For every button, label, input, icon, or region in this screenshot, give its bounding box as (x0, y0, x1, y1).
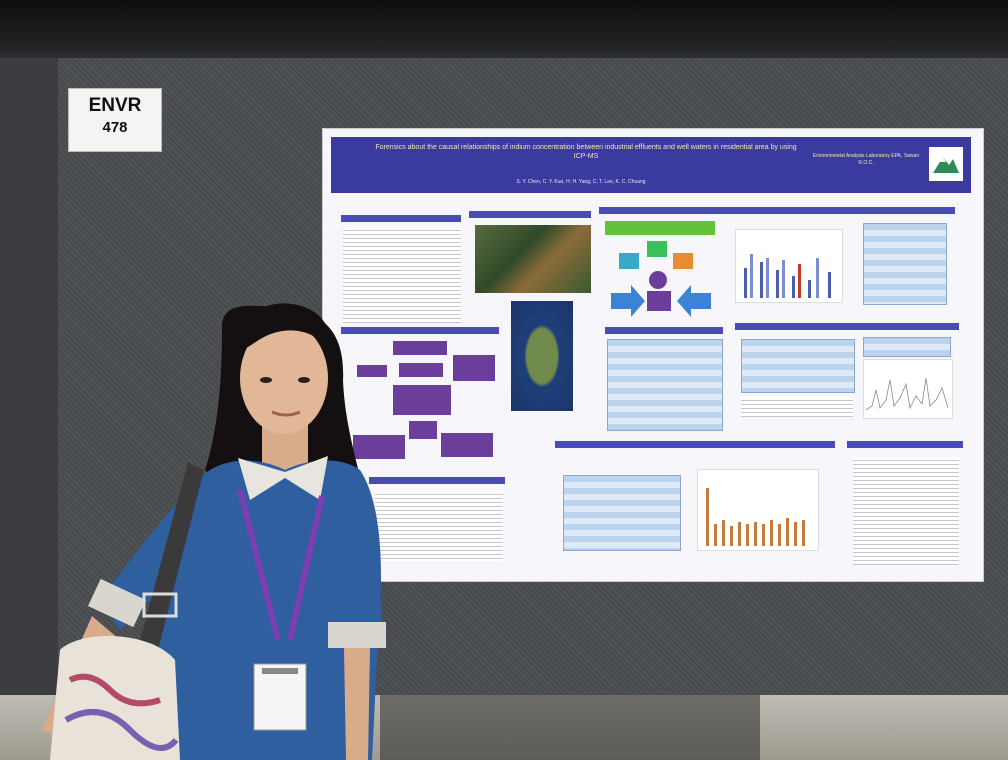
intro-text-block (343, 227, 461, 323)
diagram-node-top (647, 241, 667, 257)
taiwan-satellite-photo (511, 301, 573, 411)
data-table-3 (741, 339, 855, 393)
flow-box-7 (353, 435, 405, 459)
section-header-site (469, 211, 591, 218)
site-map-photo (475, 225, 591, 293)
booth-sign-line2: 478 (102, 119, 128, 136)
flow-title-box (605, 221, 715, 235)
section-header-methods (341, 327, 499, 334)
diagram-node-right (673, 253, 693, 269)
table3-notes (741, 397, 853, 417)
lab-logo-icon (929, 147, 963, 181)
floor-shadow (380, 695, 760, 760)
data-table-4 (863, 337, 951, 357)
flow-box-5 (393, 385, 451, 415)
poster-title: Forensics about the causal relationships… (375, 144, 797, 160)
poster-header: Forensics about the causal relationships… (331, 137, 971, 193)
flow-box-2 (357, 365, 387, 377)
poster-affiliation: Environmental Analysis Laboratory EPA, T… (812, 153, 920, 166)
section-header-results (369, 477, 505, 484)
flow-box-4 (453, 355, 495, 381)
ceiling (0, 0, 1008, 60)
conclusion-text-block (853, 457, 959, 565)
research-poster: Forensics about the causal relationships… (322, 128, 984, 582)
data-table-1 (863, 223, 947, 305)
diagram-center-node (649, 271, 667, 289)
board-frame (0, 52, 1008, 62)
results-text-block (375, 491, 503, 561)
flow-box-6 (409, 421, 437, 439)
flow-box-3 (399, 363, 443, 377)
diagram-node-left (619, 253, 639, 269)
section-header-comparison (555, 441, 835, 448)
bar-chart-comparison (697, 469, 819, 551)
data-table-5 (563, 475, 681, 551)
section-header-introduction (341, 215, 461, 222)
section-header-conclusion (847, 441, 963, 448)
flow-box-1 (393, 341, 447, 355)
section-header-analysis (599, 207, 955, 214)
bar-chart-indium (735, 229, 843, 303)
spectrum-chart (863, 359, 953, 419)
poster-authors: S. Y. Chen, C. Y. Kuo, H. H. Yang, C. T.… (516, 179, 646, 185)
adjacent-board (0, 58, 58, 758)
booth-sign-line1: ENVR (88, 95, 142, 116)
booth-number-sign: ENVR 478 (68, 88, 162, 152)
flow-box-8 (441, 433, 493, 457)
section-header-table3 (735, 323, 959, 330)
data-table-2 (607, 339, 723, 431)
section-header-table2 (605, 327, 723, 334)
arrows-diagram (611, 285, 711, 317)
spectrum-line (865, 377, 949, 411)
